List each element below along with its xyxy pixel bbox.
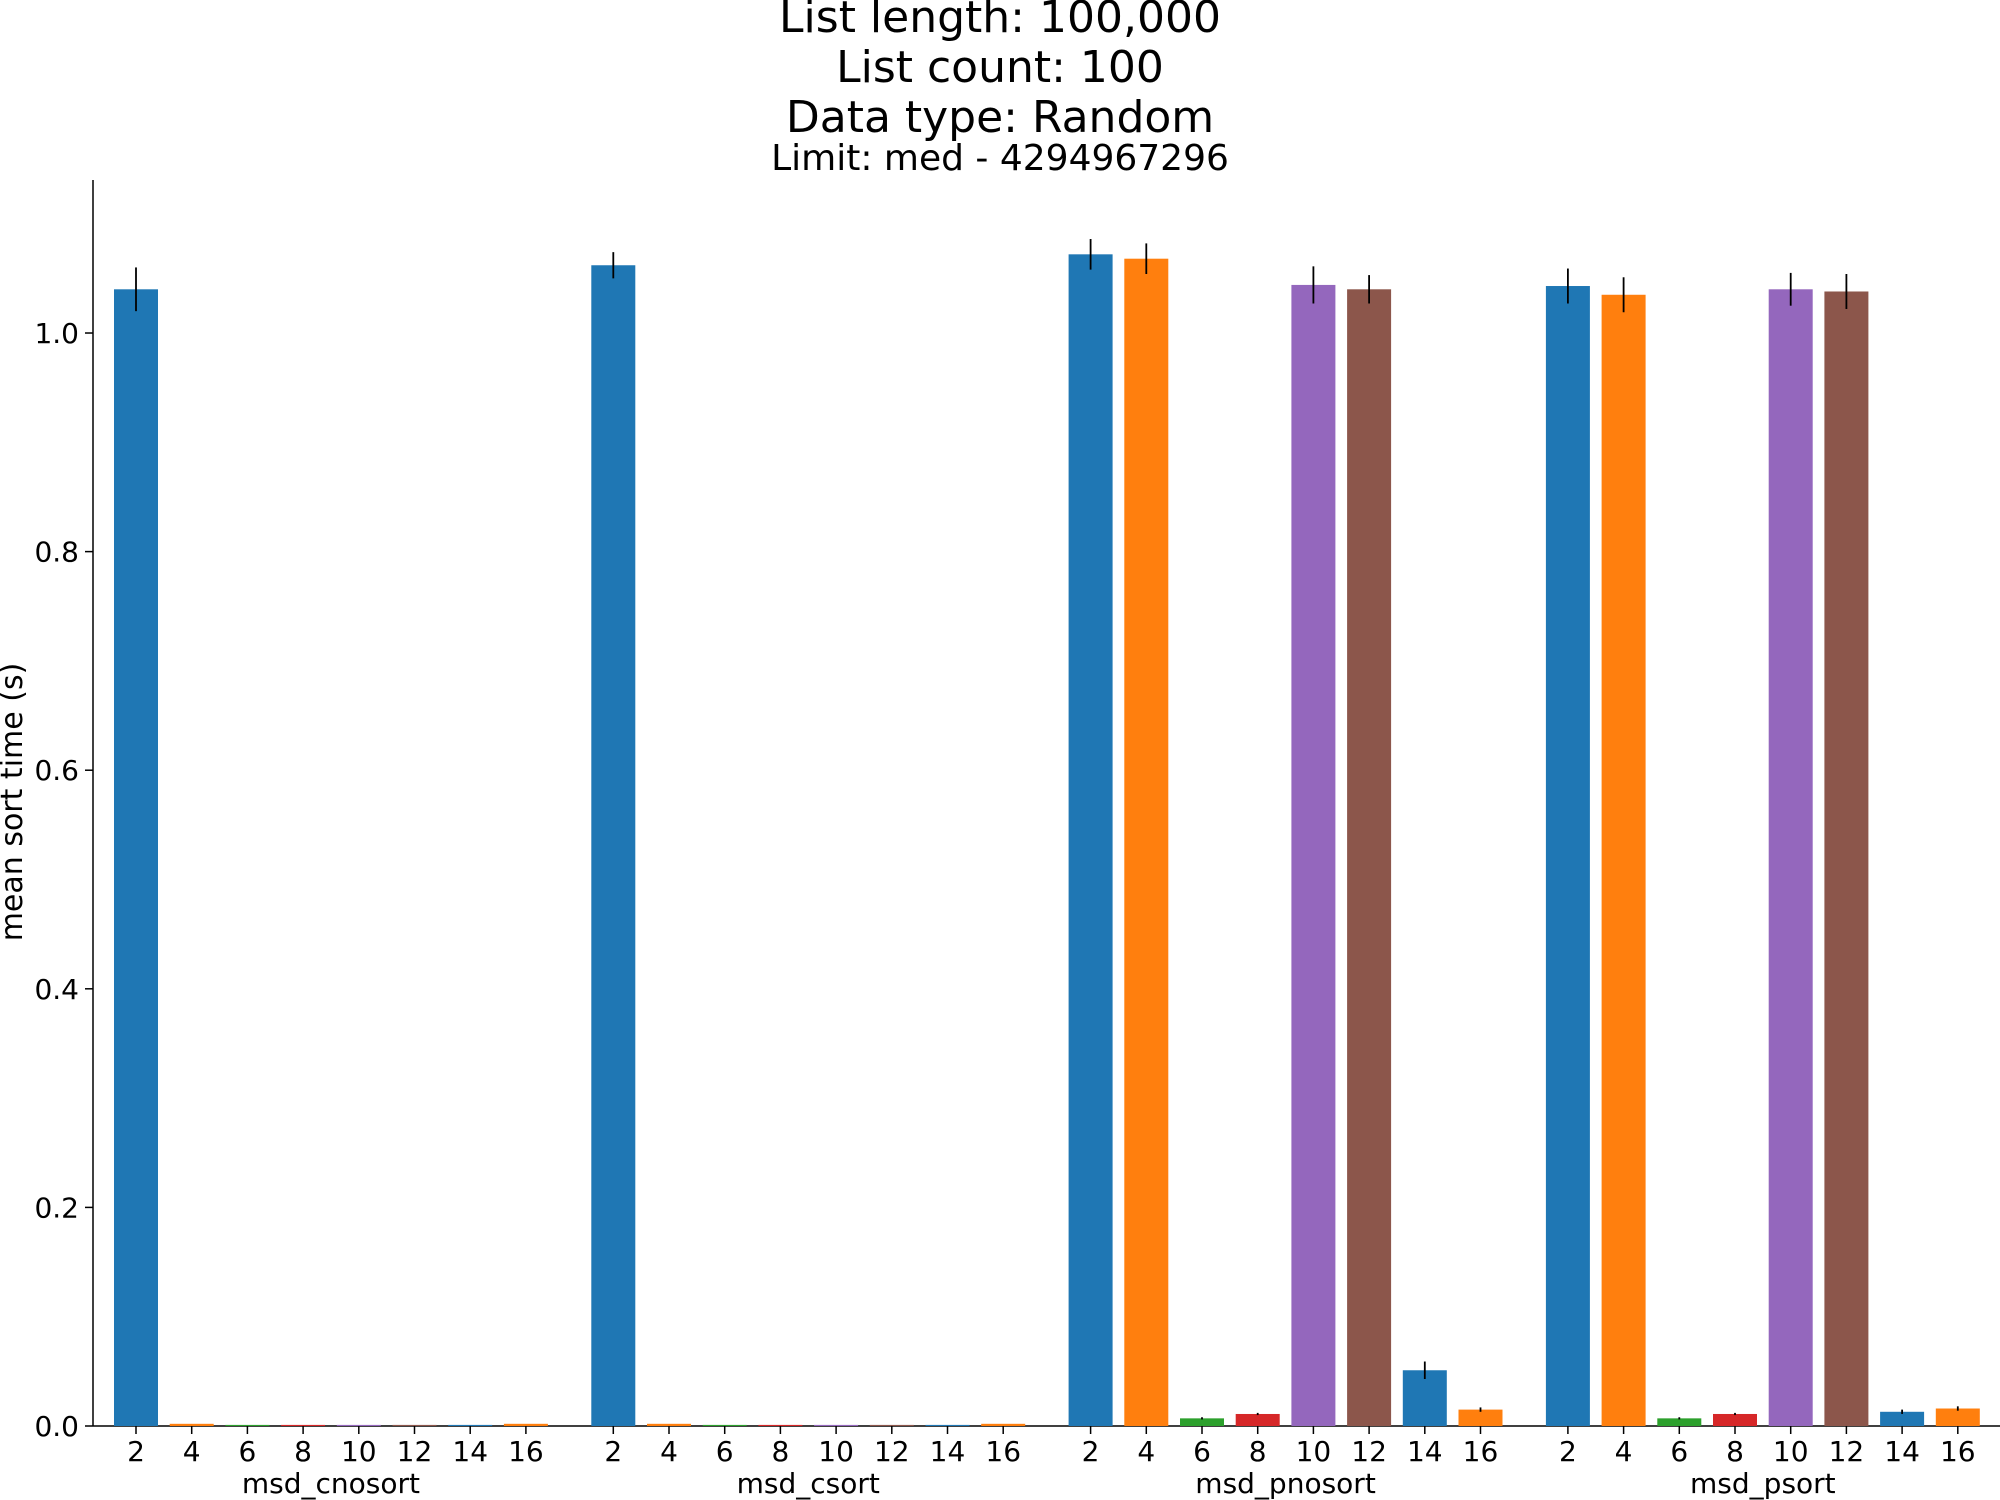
x-tick-label: 2	[604, 1435, 622, 1468]
x-tick-label: 2	[127, 1435, 145, 1468]
bar	[981, 1423, 1026, 1426]
x-tick-label: 8	[771, 1435, 789, 1468]
x-tick-label: 10	[818, 1435, 854, 1468]
x-tick-label: 12	[1829, 1435, 1865, 1468]
y-tick-label: 0.2	[34, 1191, 79, 1224]
y-tick-label: 1.0	[34, 317, 79, 350]
bar	[1291, 284, 1336, 1427]
y-tick-label: 0.8	[34, 536, 79, 569]
x-tick-label: 4	[1615, 1435, 1633, 1468]
chart-subtitle: Limit: med - 4294967296	[771, 138, 1229, 179]
bar	[114, 289, 158, 1427]
x-tick-label: 14	[1407, 1435, 1443, 1468]
bar	[591, 265, 636, 1426]
x-group-label: msd_csort	[737, 1467, 880, 1500]
plot-area: 0.0 0.2 0.4 0.6 0.8 1.0 2 4 6 8 10 12 14 16 msd_cnosor…	[34, 180, 2000, 1500]
y-tick-label: 0.6	[34, 754, 79, 787]
y-tick-label: 0.4	[34, 973, 79, 1006]
chart-title-line-1: List length: 100,000	[779, 0, 1221, 43]
bar	[336, 1424, 381, 1426]
bar	[169, 1423, 214, 1426]
y-tick-label: 0.0	[34, 1410, 79, 1443]
x-tick-label: 10	[341, 1435, 377, 1468]
x-tick-label: 12	[1351, 1435, 1387, 1468]
bar	[281, 1424, 326, 1426]
y-axis-label: mean sort time (s)	[0, 663, 30, 942]
x-tick-label: 14	[452, 1435, 488, 1468]
x-group-label: msd_cnosort	[242, 1467, 420, 1500]
bar	[1713, 1413, 1757, 1426]
x-tick-label: 14	[1884, 1435, 1920, 1468]
bar	[647, 1423, 691, 1426]
bar	[1347, 289, 1392, 1427]
x-tick-label: 8	[1726, 1435, 1744, 1468]
bar	[1124, 258, 1169, 1427]
bar	[1657, 1418, 1702, 1426]
bar	[1768, 289, 1813, 1427]
bar	[814, 1424, 859, 1426]
bar	[869, 1424, 914, 1426]
x-tick-label: 10	[1296, 1435, 1332, 1468]
bar	[1601, 294, 1646, 1426]
x-tick-label: 8	[294, 1435, 312, 1468]
x-tick-label: 4	[183, 1435, 201, 1468]
bar	[1880, 1411, 1925, 1426]
x-tick-label: 16	[508, 1435, 544, 1468]
x-tick-label: 4	[1137, 1435, 1155, 1468]
x-group-label: msd_pnosort	[1195, 1467, 1376, 1500]
x-tick-label: 2	[1082, 1435, 1100, 1468]
bar	[225, 1424, 270, 1426]
x-tick-label: 6	[716, 1435, 734, 1468]
bar	[1458, 1409, 1503, 1426]
x-tick-label: 6	[1670, 1435, 1688, 1468]
x-tick-label: 14	[930, 1435, 966, 1468]
bar	[392, 1424, 437, 1426]
bar	[1402, 1370, 1447, 1426]
bar	[448, 1424, 493, 1426]
bar	[1935, 1408, 1980, 1426]
x-tick-label: 8	[1249, 1435, 1267, 1468]
chart-title-line-3: Data type: Random	[786, 92, 1214, 143]
x-tick-label: 16	[1940, 1435, 1976, 1468]
bar	[758, 1424, 803, 1426]
x-tick-label: 4	[660, 1435, 678, 1468]
x-tick-label: 2	[1559, 1435, 1577, 1468]
x-group-label: msd_psort	[1690, 1467, 1836, 1500]
bar	[503, 1423, 548, 1426]
bar	[1824, 291, 1869, 1426]
bar	[1235, 1413, 1280, 1426]
x-tick-label: 6	[238, 1435, 256, 1468]
bar	[925, 1424, 970, 1426]
chart-titles: List length: 100,000 List count: 100 Dat…	[771, 0, 1229, 179]
chart-title-line-2: List count: 100	[836, 42, 1164, 93]
x-tick-label: 12	[874, 1435, 910, 1468]
x-tick-label: 16	[985, 1435, 1021, 1468]
bar	[702, 1424, 747, 1426]
bar	[1545, 286, 1590, 1426]
bar	[1180, 1418, 1224, 1426]
x-tick-label: 6	[1193, 1435, 1211, 1468]
bar	[1068, 254, 1113, 1427]
x-tick-label: 12	[397, 1435, 433, 1468]
x-tick-label: 10	[1773, 1435, 1809, 1468]
x-tick-label: 16	[1463, 1435, 1499, 1468]
